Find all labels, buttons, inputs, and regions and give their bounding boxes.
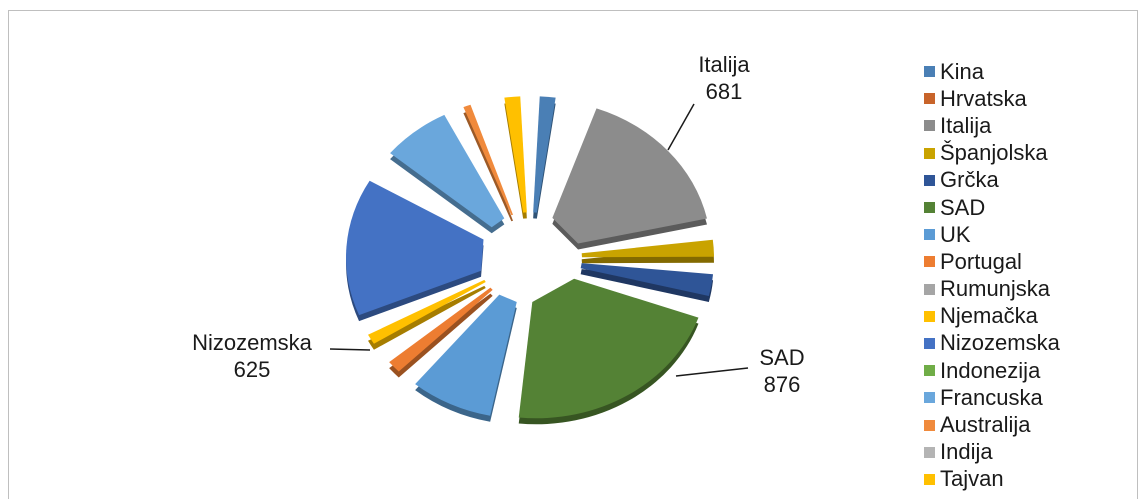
- legend-item-francuska: Francuska: [924, 384, 1060, 411]
- legend-swatch: [924, 365, 935, 377]
- legend-item-indija: Indija: [924, 439, 1060, 466]
- legend: Kina Hrvatska Italija Španjolska Grčka SAD UK P…: [924, 58, 1060, 493]
- legend-item-spanjolska: Španjolska: [924, 140, 1060, 167]
- legend-swatch: [924, 174, 935, 186]
- leader-line-italija: [667, 103, 695, 151]
- legend-label: Grčka: [940, 167, 999, 193]
- legend-swatch: [924, 229, 935, 241]
- leader-line-sad: [675, 367, 749, 377]
- legend-swatch: [924, 256, 935, 268]
- legend-label: Indonezija: [940, 357, 1041, 383]
- pie-slice-njemacka: [368, 279, 486, 344]
- legend-swatch: [924, 337, 935, 349]
- data-label-value-nizozemska: 625: [234, 357, 271, 382]
- legend-item-sad: SAD: [924, 194, 1060, 221]
- legend-label: Njemačka: [940, 303, 1038, 329]
- legend-swatch: [924, 419, 935, 431]
- data-label-value-italija: 681: [706, 79, 743, 104]
- legend-label: SAD: [940, 194, 986, 220]
- data-label-name-italija: Italija: [698, 52, 750, 77]
- pie-slice-grcka: [580, 263, 714, 296]
- pie-slice-australija: [463, 104, 514, 216]
- legend-item-tajvan: Tajvan: [924, 466, 1060, 493]
- legend-label: Rumunjska: [940, 276, 1051, 302]
- pie-slice-side-grcka: [580, 269, 714, 302]
- pie-slice-portugal: [389, 287, 493, 372]
- legend-swatch: [924, 93, 935, 105]
- pie-slice-francuska: [390, 114, 505, 228]
- legend-label: Tajvan: [940, 466, 1004, 492]
- legend-label: Nizozemska: [940, 330, 1060, 356]
- legend-swatch: [924, 283, 935, 295]
- legend-swatch: [924, 392, 935, 404]
- legend-label: Kina: [940, 58, 985, 84]
- legend-item-portugal: Portugal: [924, 248, 1060, 275]
- pie-slice-side-njemacka: [368, 285, 486, 350]
- legend-label: Portugal: [940, 248, 1022, 274]
- legend-swatch: [924, 147, 935, 159]
- pie-slice-kina: [533, 96, 556, 213]
- legend-label: Španjolska: [940, 140, 1048, 166]
- legend-item-hrvatska: Hrvatska: [924, 85, 1060, 112]
- pie-slice-uk: [415, 294, 517, 416]
- legend-swatch: [924, 202, 935, 214]
- legend-swatch: [924, 66, 935, 78]
- data-label-name-nizozemska: Nizozemska: [192, 330, 313, 355]
- legend-item-nizozemska: Nizozemska: [924, 330, 1060, 357]
- legend-item-australija: Australija: [924, 411, 1060, 438]
- legend-swatch: [924, 120, 935, 132]
- legend-label: Francuska: [940, 384, 1043, 410]
- legend-swatch: [924, 473, 935, 485]
- leader-line-nizozemska: [329, 348, 371, 351]
- legend-item-rumunjska: Rumunjska: [924, 276, 1060, 303]
- pie-slice-side-australija: [463, 110, 514, 222]
- pie-slice-spanjolska: [581, 239, 714, 258]
- pie-slices: [346, 96, 714, 419]
- legend-item-kina: Kina: [924, 58, 1060, 85]
- legend-label: Indija: [940, 439, 993, 465]
- legend-label: UK: [940, 221, 971, 247]
- legend-label: Italija: [940, 112, 992, 138]
- legend-item-grcka: Grčka: [924, 167, 1060, 194]
- pie-slice-sad: [518, 278, 699, 419]
- legend-label: Australija: [940, 412, 1031, 438]
- legend-item-italija: Italija: [924, 112, 1060, 139]
- legend-item-uk: UK: [924, 221, 1060, 248]
- pie-slice-italija: [552, 108, 707, 244]
- data-label-value-sad: 876: [764, 372, 801, 397]
- legend-swatch: [924, 310, 935, 322]
- data-label-name-sad: SAD: [759, 345, 804, 370]
- legend-item-indonezija: Indonezija: [924, 357, 1060, 384]
- pie-slice-tajvan: [504, 96, 527, 213]
- pie-slice-nizozemska: [346, 180, 484, 316]
- legend-swatch: [924, 446, 935, 458]
- legend-label: Hrvatska: [940, 85, 1027, 111]
- legend-item-njemacka: Njemačka: [924, 303, 1060, 330]
